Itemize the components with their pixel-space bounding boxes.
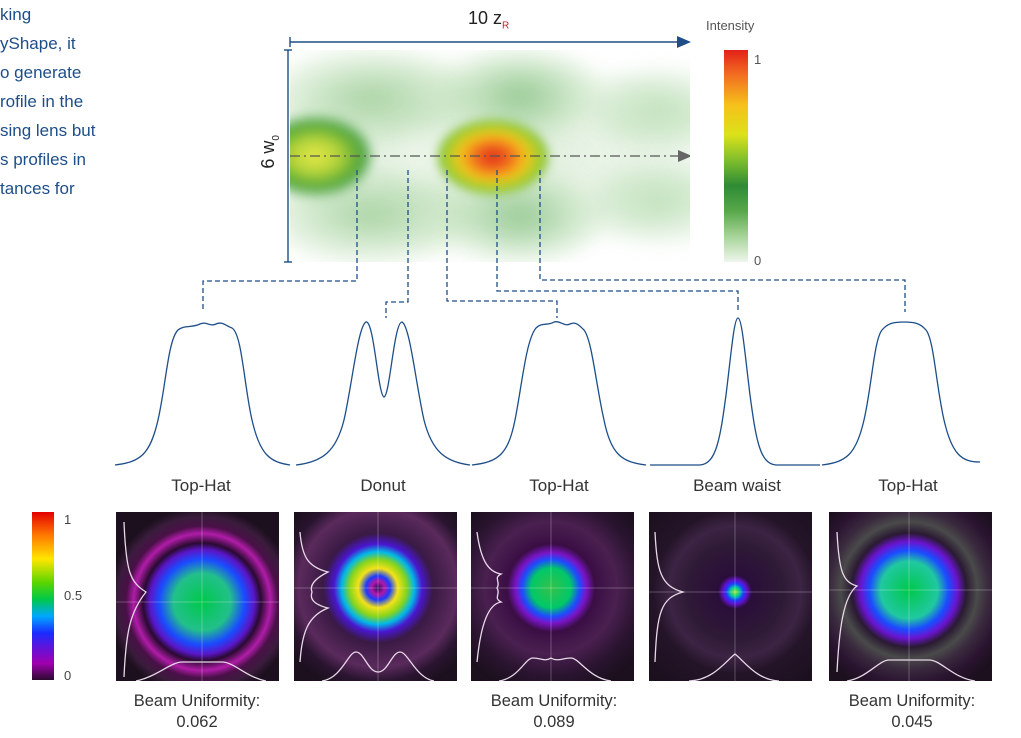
beam-colorbar-min: 0 — [64, 668, 72, 683]
uniformity-label: Beam Uniformity: 0.062 — [107, 691, 287, 733]
connector-line — [496, 170, 739, 312]
colorbar-min-label: 0 — [754, 253, 762, 268]
profile-label: Top-Hat — [529, 476, 589, 495]
uniformity-title: Beam Uniformity: — [490, 692, 618, 710]
beam-image-tophat — [116, 512, 279, 681]
uniformity-title: Beam Uniformity: — [848, 692, 976, 710]
connector-line — [446, 170, 558, 318]
profile-label: Beam waist — [693, 476, 781, 495]
intro-line: yShape, it — [0, 34, 76, 53]
profile-curve-waist — [650, 317, 820, 466]
beam-colorbar-mid: 0.5 — [64, 588, 83, 603]
profile-label: Top-Hat — [878, 476, 938, 495]
profile-label: Top-Hat — [171, 476, 231, 495]
beam-image-waist — [649, 512, 812, 681]
intensity-colorbar — [724, 50, 748, 262]
intro-line: king — [0, 5, 32, 24]
beam-colorbar-max: 1 — [64, 512, 72, 527]
uniformity-value: 0.062 — [176, 713, 218, 731]
intro-line: tances for — [0, 179, 75, 198]
beam-image-tophat — [829, 512, 992, 681]
profile-curve-donut — [295, 321, 471, 466]
intro-line: o generate — [0, 63, 82, 82]
profile-label: Donut — [360, 476, 406, 495]
width-label: 6 w0 — [258, 135, 282, 169]
connector-line — [385, 170, 409, 318]
beam-colorbar — [32, 512, 54, 680]
length-label: 10 zR — [468, 8, 510, 32]
profile-curve-tophat — [821, 321, 981, 466]
beam-image-donut — [294, 512, 457, 681]
colorbar-max-label: 1 — [754, 52, 762, 67]
intro-line: s profiles in — [0, 150, 86, 169]
arrow-right-icon — [678, 150, 690, 162]
connector-line — [539, 170, 906, 312]
intro-line: rofile in the — [0, 92, 84, 111]
profile-curve-tophat — [471, 320, 647, 466]
intro-line: sing lens but — [0, 121, 96, 140]
uniformity-title: Beam Uniformity: — [133, 692, 261, 710]
uniformity-value: 0.045 — [891, 713, 933, 731]
intro-paragraph: king yShape, it o generate rofile in the… — [0, 0, 200, 203]
uniformity-value: 0.089 — [533, 713, 575, 731]
heatmap-axis-overlay — [290, 150, 690, 162]
connector-line — [202, 170, 358, 312]
beam-image-tophat — [471, 512, 634, 681]
arrow-right-icon — [677, 36, 691, 48]
uniformity-label: Beam Uniformity: 0.045 — [822, 691, 1002, 733]
uniformity-label: Beam Uniformity: 0.089 — [464, 691, 644, 733]
profile-curve-tophat — [114, 322, 291, 466]
colorbar-title: Intensity — [706, 18, 755, 33]
